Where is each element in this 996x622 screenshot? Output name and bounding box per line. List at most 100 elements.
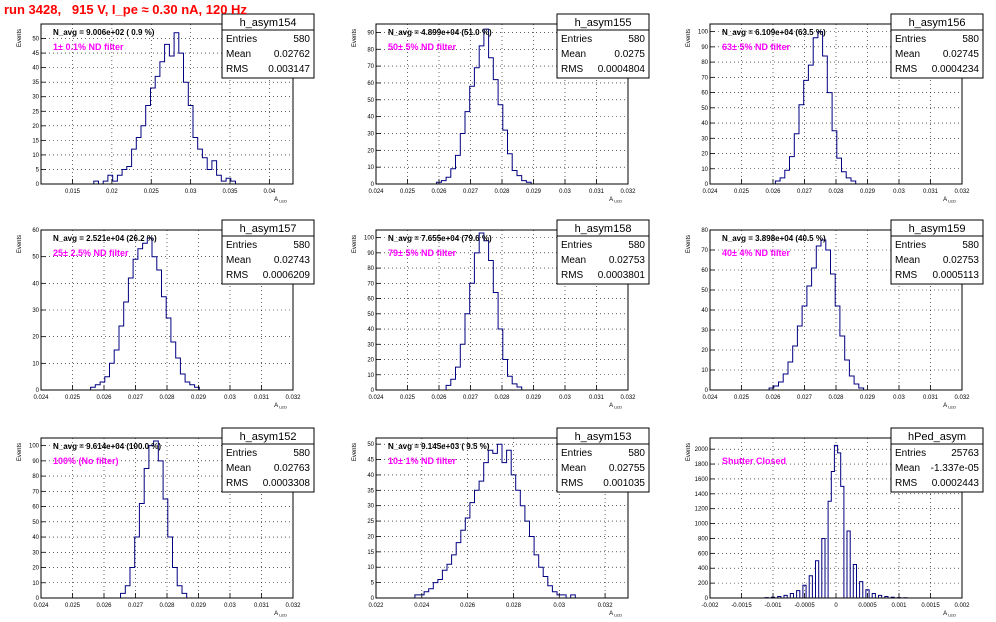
filter-label: 50± 5% ND filter — [388, 42, 456, 52]
stats-frame — [221, 219, 315, 285]
x-tick-label: 0.032 — [598, 603, 614, 609]
y-tick-label: 60 — [701, 91, 708, 97]
stat-value-mean: 0.02755 — [609, 463, 646, 474]
x-tick-label: 0.03 — [224, 603, 236, 609]
y-tick-label: 90 — [367, 251, 374, 257]
y-tick-label: 25 — [367, 519, 374, 525]
x-tick-label: 0.03 — [893, 395, 905, 401]
y-tick-label: 10 — [701, 368, 708, 374]
y-tick-label: 70 — [32, 489, 39, 495]
x-tick-label: 0.026 — [431, 189, 447, 195]
y-tick-label: 50 — [32, 37, 39, 43]
navg-label: N_avg = 4.899e+04 (51.0 %) — [388, 28, 492, 37]
x-tick-label: 0.025 — [400, 189, 416, 195]
stat-value-rms: 0.0005113 — [932, 270, 979, 281]
histogram-name: h_asym154 — [240, 17, 297, 29]
x-tick-label: 0.028 — [494, 189, 510, 195]
x-tick-label: 0.024 — [33, 603, 49, 609]
stat-value-mean: 0.02762 — [274, 49, 311, 60]
y-tick-label: 90 — [367, 30, 374, 36]
y-tick-label: 0 — [371, 182, 375, 188]
x-tick-label: 0.03 — [185, 189, 197, 195]
y-tick-label: 10 — [701, 167, 708, 173]
y-tick-label: 10 — [32, 581, 39, 587]
x-axis-title: A LED — [943, 197, 956, 204]
x-tick-label: 0.026 — [431, 395, 447, 401]
stat-value-rms: 0.0004804 — [598, 64, 646, 75]
x-tick-label: 0.028 — [506, 603, 522, 609]
stat-label-rms: RMS — [226, 270, 249, 281]
stat-label-entries: Entries — [226, 448, 257, 459]
x-tick-label: 0.027 — [797, 189, 813, 195]
y-tick-label: 70 — [701, 75, 708, 81]
y-tick-label: 0 — [705, 182, 709, 188]
y-tick-label: 30 — [32, 550, 39, 556]
stat-label-entries: Entries — [226, 240, 257, 251]
y-tick-label: 45 — [32, 51, 39, 57]
y-tick-label: 30 — [32, 95, 39, 101]
histogram-name: h_asym159 — [909, 223, 966, 235]
y-tick-label: 600 — [698, 551, 709, 557]
panel-h_asym152: 0.024 0.025 0.026 0.027 0.028 0.029 0.03 0.031 0… — [17, 427, 315, 618]
y-tick-label: 60 — [367, 297, 374, 303]
panel-hPed_asym: -0.002 -0.0015 -0.001 -0.0005 0 0.0005 0.001 0.… — [686, 427, 984, 618]
stat-label-mean: Mean — [226, 463, 251, 474]
y-tick-label: 40 — [701, 308, 708, 314]
stat-value-entries: 25763 — [951, 448, 979, 459]
y-tick-label: 10 — [367, 165, 374, 171]
y-tick-label: 0 — [36, 596, 40, 602]
filter-label: Shutter Closed — [722, 456, 786, 466]
x-tick-label: 0.032 — [285, 395, 301, 401]
x-tick-label: 0.0015 — [921, 603, 940, 609]
stat-value-mean: 0.02745 — [943, 49, 980, 60]
x-tick-label: 0.027 — [463, 189, 479, 195]
y-tick-label: 60 — [701, 268, 708, 274]
x-tick-label: 0.024 — [702, 395, 718, 401]
panel-h_asym155: 0.024 0.025 0.026 0.027 0.028 0.029 0.03 0.031 0… — [352, 13, 650, 204]
x-tick-label: 0.032 — [285, 603, 301, 609]
x-tick-label: -0.001 — [764, 603, 782, 609]
stats-frame — [890, 13, 984, 79]
panel-h_asym153: 0.022 0.024 0.026 0.028 0.03 0.032 0 5 10 15 20 25 3… — [352, 427, 650, 618]
histogram-name: h_asym152 — [240, 431, 297, 443]
y-axis-title: Events — [17, 29, 23, 47]
panel-h_asym157: 0.024 0.025 0.026 0.027 0.028 0.029 0.03 0.031 0… — [17, 219, 315, 410]
histogram-line — [93, 32, 236, 185]
y-axis-title: Events — [352, 235, 358, 253]
filter-label: 100% (No filter) — [53, 456, 119, 466]
x-axis-title: A LED — [274, 611, 287, 618]
stat-label-mean: Mean — [895, 49, 920, 60]
x-tick-label: 0.03 — [559, 395, 571, 401]
y-axis-title: Events — [352, 29, 358, 47]
stat-value-entries: 580 — [628, 448, 645, 459]
stats-box: h_asym157 Entries 580 Mean 0.02743 RMS 0.00062… — [221, 219, 315, 285]
filter-label: 1± 0.1% ND filter — [53, 42, 124, 52]
y-tick-label: 90 — [701, 45, 708, 51]
x-tick-label: 0.0005 — [858, 603, 877, 609]
stats-box: h_asym155 Entries 580 Mean 0.0275 RMS 0.000480… — [556, 13, 650, 79]
x-tick-label: 0.028 — [494, 395, 510, 401]
stats-box: h_asym153 Entries 580 Mean 0.02755 RMS 0.00103… — [556, 427, 650, 493]
panel-h_asym159: 0.024 0.025 0.026 0.027 0.028 0.029 0.03 0.031 0… — [686, 219, 984, 410]
y-tick-label: 50 — [32, 255, 39, 261]
y-axis-title: Events — [352, 443, 358, 461]
y-tick-label: 35 — [32, 80, 39, 86]
stat-label-mean: Mean — [895, 255, 920, 266]
x-tick-label: 0.026 — [765, 395, 781, 401]
y-tick-label: 20 — [367, 534, 374, 540]
stat-label-rms: RMS — [561, 270, 584, 281]
stat-value-rms: 0.0004234 — [932, 64, 980, 75]
y-tick-label: 0 — [705, 388, 709, 394]
y-tick-label: 60 — [367, 81, 374, 87]
y-tick-label: 25 — [32, 109, 39, 115]
stats-frame — [890, 219, 984, 285]
stat-label-rms: RMS — [226, 478, 249, 489]
stat-label-entries: Entries — [895, 240, 926, 251]
y-tick-label: 70 — [701, 248, 708, 254]
histogram-name: h_asym157 — [240, 223, 297, 235]
y-tick-label: 50 — [367, 442, 374, 448]
stats-frame — [556, 13, 650, 79]
x-tick-label: 0.027 — [797, 395, 813, 401]
x-tick-label: 0.024 — [702, 189, 718, 195]
